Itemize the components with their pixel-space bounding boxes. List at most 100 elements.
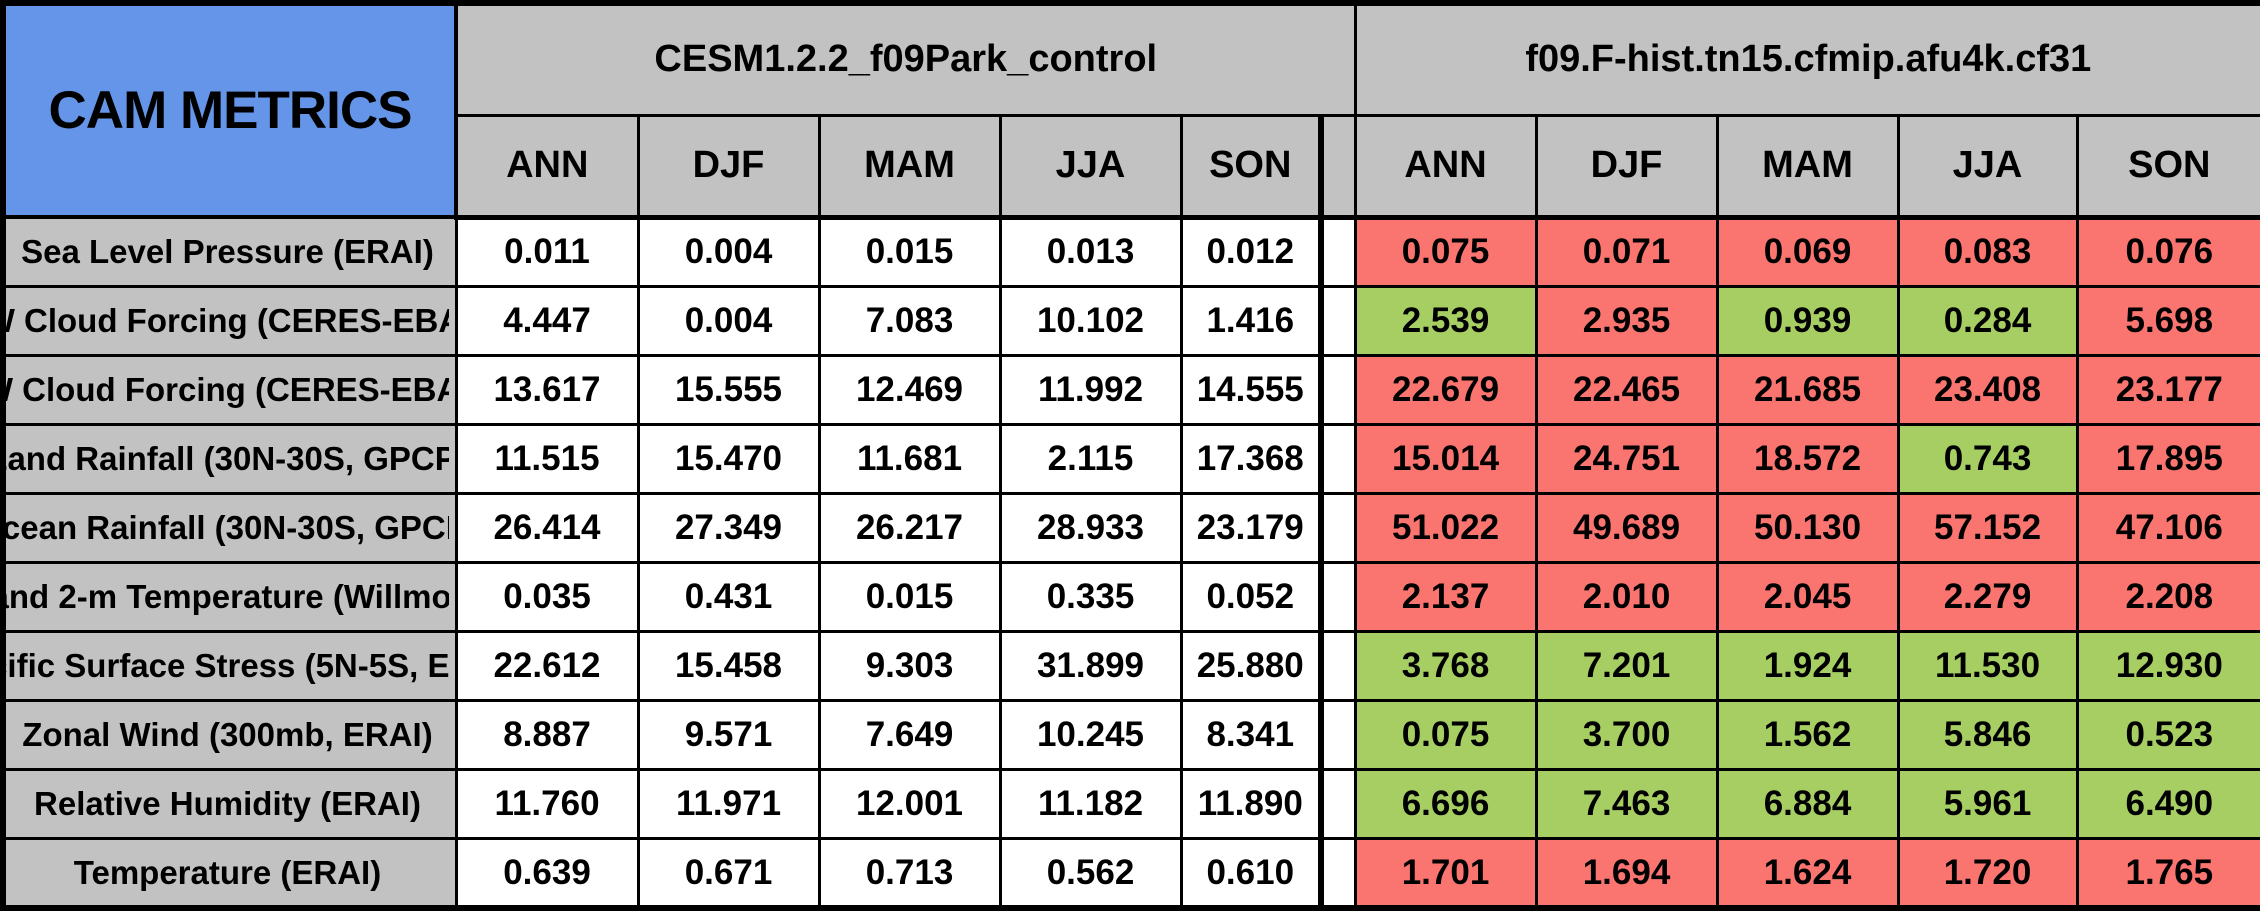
control-value-cell: 0.431 <box>636 560 821 634</box>
control-value-cell: 11.890 <box>1179 768 1323 841</box>
experiment-value-cell: 15.014 <box>1353 422 1538 495</box>
row-label-text: LW Cloud Forcing (CERES-EBAF) <box>6 370 449 408</box>
season-header-row: ANN DJF MAM JJA SON ANN DJF MAM JJA SON <box>3 113 2260 220</box>
row-label: Temperature (ERAI) <box>1 837 458 910</box>
control-value-cell: 15.470 <box>636 422 821 495</box>
experiment-value-cell: 12.930 <box>2075 630 2260 703</box>
experiment-value-cell: 0.075 <box>1353 215 1538 288</box>
row-label: Sea Level Pressure (ERAI) <box>1 215 458 288</box>
table-row: Pacific Surface Stress (5N-5S, ERS)22.61… <box>1 630 2260 703</box>
row-label: SW Cloud Forcing (CERES-EBAF) <box>1 284 458 357</box>
experiment-value-cell: 2.010 <box>1534 560 1719 634</box>
control-value-cell: 11.971 <box>636 768 821 841</box>
experiment-value-cell: 0.284 <box>1896 284 2079 357</box>
control-value-cell: 4.447 <box>454 284 640 357</box>
experiment-value-cell: 24.751 <box>1534 422 1719 495</box>
control-value-cell: 28.933 <box>998 491 1183 564</box>
experiment-value-cell: 17.895 <box>2075 422 2260 495</box>
control-value-cell: 0.011 <box>454 215 640 288</box>
season-header-son-control: SON <box>1179 113 1323 220</box>
row-label-text: Sea Level Pressure (ERAI) <box>21 232 434 270</box>
experiment-value-cell: 22.465 <box>1534 353 1719 426</box>
row-label: Pacific Surface Stress (5N-5S, ERS) <box>1 630 458 703</box>
experiment-value-cell: 1.765 <box>2075 837 2260 910</box>
experiment-value-cell: 0.939 <box>1715 284 1900 357</box>
experiment-value-cell: 57.152 <box>1896 491 2079 564</box>
column-spacer-cell <box>1317 353 1357 426</box>
experiment-value-cell: 51.022 <box>1353 491 1538 564</box>
season-header-ann-experiment: ANN <box>1353 113 1538 220</box>
experiment-value-cell: 0.076 <box>2075 215 2260 288</box>
season-header-ann-control: ANN <box>454 113 640 220</box>
control-value-cell: 27.349 <box>636 491 821 564</box>
control-value-cell: 12.001 <box>817 768 1002 841</box>
control-value-cell: 22.612 <box>454 630 640 703</box>
row-label: Ocean Rainfall (30N-30S, GPCP) <box>1 491 458 564</box>
row-label: Land 2-m Temperature (Willmott) <box>1 560 458 634</box>
season-header-djf-control: DJF <box>636 113 821 220</box>
row-label-text: Temperature (ERAI) <box>73 853 382 891</box>
experiment-value-cell: 21.685 <box>1715 353 1900 426</box>
control-value-cell: 11.515 <box>454 422 640 495</box>
column-spacer-cell <box>1317 491 1357 564</box>
experiment-value-cell: 2.279 <box>1896 560 2079 634</box>
season-header-mam-experiment: MAM <box>1715 113 1900 220</box>
control-value-cell: 0.335 <box>998 560 1183 634</box>
control-value-cell: 10.102 <box>998 284 1183 357</box>
experiment-value-cell: 1.624 <box>1715 837 1900 910</box>
experiment-value-cell: 7.463 <box>1534 768 1719 841</box>
control-value-cell: 0.004 <box>636 215 821 288</box>
table-title: CAM METRICS <box>1 1 458 219</box>
control-value-cell: 17.368 <box>1179 422 1323 495</box>
column-spacer-cell <box>1317 284 1357 357</box>
control-value-cell: 0.015 <box>817 560 1002 634</box>
control-value-cell: 15.555 <box>636 353 821 426</box>
table-row: Ocean Rainfall (30N-30S, GPCP)26.41427.3… <box>1 491 2260 564</box>
control-value-cell: 15.458 <box>636 630 821 703</box>
experiment-value-cell: 6.884 <box>1715 768 1900 841</box>
control-value-cell: 13.617 <box>454 353 640 426</box>
experiment-value-cell: 1.562 <box>1715 699 1900 772</box>
control-value-cell: 31.899 <box>998 630 1183 703</box>
experiment-value-cell: 18.572 <box>1715 422 1900 495</box>
column-spacer-cell <box>1317 699 1357 772</box>
experiment-value-cell: 2.935 <box>1534 284 1719 357</box>
experiment-value-cell: 5.846 <box>1896 699 2079 772</box>
experiment-value-cell: 49.689 <box>1534 491 1719 564</box>
column-spacer-cell <box>1317 630 1357 703</box>
control-value-cell: 12.469 <box>817 353 1002 426</box>
experiment-value-cell: 3.768 <box>1353 630 1538 703</box>
control-value-cell: 2.115 <box>998 422 1183 495</box>
control-value-cell: 26.414 <box>454 491 640 564</box>
experiment-value-cell: 2.208 <box>2075 560 2260 634</box>
control-value-cell: 11.182 <box>998 768 1183 841</box>
table-row: Temperature (ERAI) 0.639 0.671 0.713 0.562 0.… <box>1 837 2260 910</box>
experiment-value-cell: 2.137 <box>1353 560 1538 634</box>
experiment-value-cell: 1.694 <box>1534 837 1719 910</box>
experiment-value-cell: 0.743 <box>1896 422 2079 495</box>
control-value-cell: 0.035 <box>454 560 640 634</box>
experiment-value-cell: 5.961 <box>1896 768 2079 841</box>
group-header-experiment: f09.F-hist.tn15.cfmip.afu4k.cf31 <box>1353 1 2260 117</box>
experiment-value-cell: 6.696 <box>1353 768 1538 841</box>
control-value-cell: 0.013 <box>998 215 1183 288</box>
experiment-value-cell: 0.523 <box>2075 699 2260 772</box>
row-label: LW Cloud Forcing (CERES-EBAF) <box>1 353 458 426</box>
experiment-value-cell: 0.069 <box>1715 215 1900 288</box>
table-row: Sea Level Pressure (ERAI) 0.011 0.004 0.015… <box>1 215 2260 288</box>
row-label-text: Land 2-m Temperature (Willmott) <box>6 578 449 616</box>
control-value-cell: 11.992 <box>998 353 1183 426</box>
control-value-cell: 7.083 <box>817 284 1002 357</box>
control-value-cell: 0.562 <box>998 837 1183 910</box>
row-label-text: SW Cloud Forcing (CERES-EBAF) <box>6 301 449 339</box>
experiment-value-cell: 0.075 <box>1353 699 1538 772</box>
table-row: LW Cloud Forcing (CERES-EBAF)13.61715.55… <box>1 353 2260 426</box>
experiment-value-cell: 50.130 <box>1715 491 1900 564</box>
experiment-value-cell: 2.045 <box>1715 560 1900 634</box>
experiment-value-cell: 2.539 <box>1353 284 1538 357</box>
experiment-value-cell: 0.071 <box>1534 215 1719 288</box>
control-value-cell: 14.555 <box>1179 353 1323 426</box>
group-header-row: CAM METRICS CESM1.2.2_f09Park_control f0… <box>1 1 2260 219</box>
row-label-text: Ocean Rainfall (30N-30S, GPCP) <box>6 508 449 546</box>
